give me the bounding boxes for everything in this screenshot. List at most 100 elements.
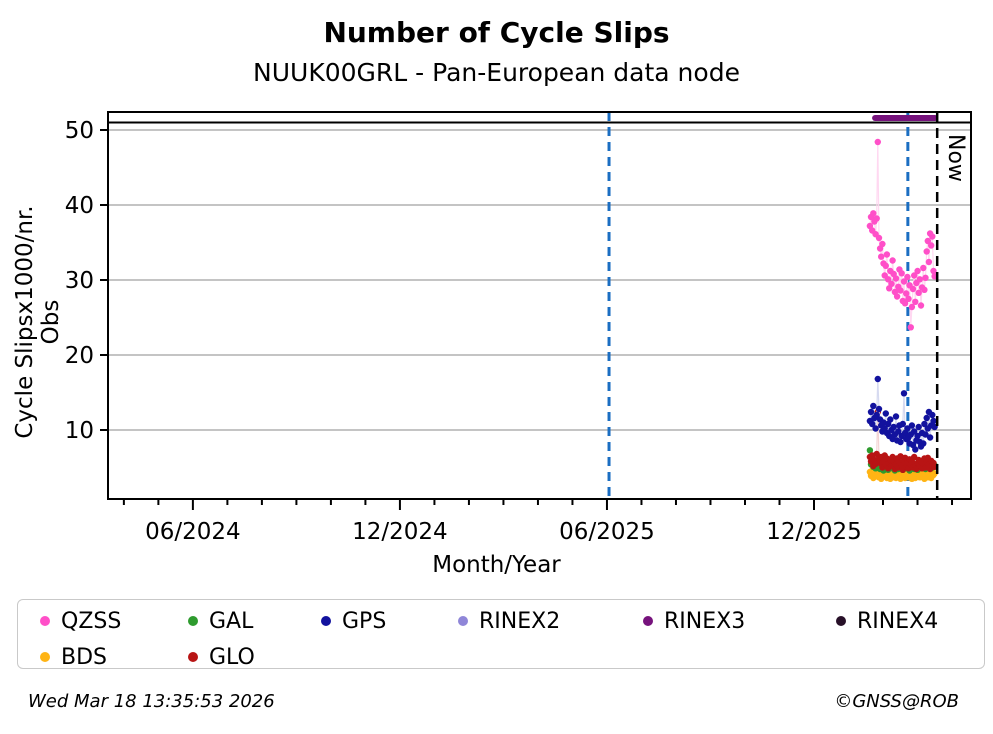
qzss-point (909, 285, 917, 293)
qzss-point (916, 276, 923, 283)
qzss-point (900, 278, 908, 285)
legend-label: GAL (209, 608, 254, 634)
legend-dot-glo (188, 652, 198, 662)
y-axis: 10 20 30 40 50 (65, 118, 108, 444)
x-tick-label: 06/2024 (145, 519, 241, 545)
gal-point (866, 447, 874, 454)
qzss-point (914, 267, 921, 275)
qzss-point (882, 262, 889, 269)
qzss-point (883, 251, 891, 258)
legend: QZSS GAL GPS RINEX2 RINEX3 RINEX4 BDS GLO (17, 599, 985, 670)
timestamp-text: Wed Mar 18 13:35:53 2026 (28, 691, 275, 712)
gps-point (915, 423, 922, 431)
legend-label: BDS (61, 644, 107, 670)
y-tick-label: 50 (65, 118, 94, 144)
legend-item-gps: GPS (321, 609, 458, 634)
qzss-point (875, 234, 883, 242)
x-tick-label: 06/2025 (559, 519, 655, 545)
gps-point (882, 410, 889, 417)
gps-point (874, 375, 881, 383)
legend-dot-rinex3 (643, 616, 653, 626)
legend-dot-gal (188, 616, 198, 626)
legend-dot-rinex4 (836, 616, 846, 626)
chart-subtitle: NUUK00GRL - Pan-European data node (253, 58, 740, 87)
gps-point (921, 420, 928, 428)
gps-point (930, 417, 937, 425)
qzss-point (908, 303, 916, 311)
gps-point (897, 438, 904, 446)
qzss-point (923, 248, 930, 255)
series-glo (866, 408, 938, 473)
legend-label: GPS (342, 608, 387, 634)
qzss-point (874, 138, 881, 146)
qzss-point (925, 258, 933, 266)
gps-point (922, 431, 929, 438)
y-tick-label: 10 (65, 418, 94, 444)
gps-point (912, 446, 919, 453)
legend-item-bds: BDS (40, 645, 188, 670)
qzss-point (930, 267, 937, 275)
qzss-point (873, 215, 880, 222)
gps-point (875, 405, 883, 413)
legend-label: QZSS (61, 608, 122, 634)
gps-point (890, 423, 897, 431)
plot-area: Now 10 20 30 40 50 06/2024 12/2024 06/2025 12/202… (65, 111, 972, 545)
gps-point (887, 416, 894, 423)
y-axis-label: Cycle Slipsx1000/nr. Obs (12, 205, 64, 439)
qzss-point (870, 210, 877, 217)
qzss-point (889, 257, 896, 264)
x-tick-label: 12/2024 (352, 519, 448, 545)
legend-dot-rinex2 (458, 616, 468, 626)
qzss-point (924, 237, 931, 245)
plot-border (107, 111, 972, 500)
qzss-point (928, 242, 935, 249)
gps-point (873, 411, 880, 419)
legend-item-rinex2: RINEX2 (458, 609, 643, 634)
gps-point (899, 420, 906, 428)
x-axis: 06/2024 12/2024 06/2025 12/2025 (122, 499, 954, 545)
qzss-point (879, 240, 886, 248)
qzss-point (920, 264, 927, 272)
gps-point (900, 390, 908, 397)
chart-title: Number of Cycle Slips (323, 16, 670, 49)
gps-point (920, 440, 927, 447)
qzss-point (878, 253, 885, 260)
qzss-point (903, 290, 910, 297)
gridlines (108, 129, 971, 431)
legend-item-glo: GLO (188, 645, 321, 670)
x-tick-label: 12/2025 (766, 519, 862, 545)
copyright-text: ©GNSS@ROB (834, 691, 959, 712)
series-qzss (866, 138, 938, 331)
qzss-point (921, 286, 928, 293)
qzss-point (901, 300, 909, 307)
qzss-point (911, 272, 918, 279)
glo-point (911, 453, 918, 461)
gps-point (929, 411, 936, 419)
gps-point (870, 402, 877, 410)
qzss-point (915, 289, 922, 296)
qzss-point (917, 302, 925, 309)
gps-point (872, 425, 879, 432)
legend-label: RINEX4 (857, 608, 939, 634)
gps-point (869, 420, 876, 428)
qzss-point (888, 280, 895, 287)
qzss-point (912, 298, 919, 305)
qzss-point (929, 233, 936, 240)
qzss-point (904, 273, 911, 281)
legend-item-qzss: QZSS (40, 609, 188, 634)
legend-item-gal: GAL (188, 609, 321, 634)
legend-item-rinex3: RINEX3 (643, 609, 836, 634)
y-tick-label: 30 (65, 268, 94, 294)
y-tick-label: 20 (65, 343, 94, 369)
gps-point (904, 425, 911, 432)
qzss-point (897, 287, 904, 294)
legend-dot-gps (321, 616, 331, 626)
qzss-point (905, 295, 912, 302)
legend-label: RINEX2 (479, 608, 561, 634)
gps-point (923, 414, 930, 422)
gps-point (926, 434, 934, 441)
gps-point (867, 408, 875, 416)
qzss-point (893, 293, 901, 300)
qzss-point (898, 270, 905, 277)
